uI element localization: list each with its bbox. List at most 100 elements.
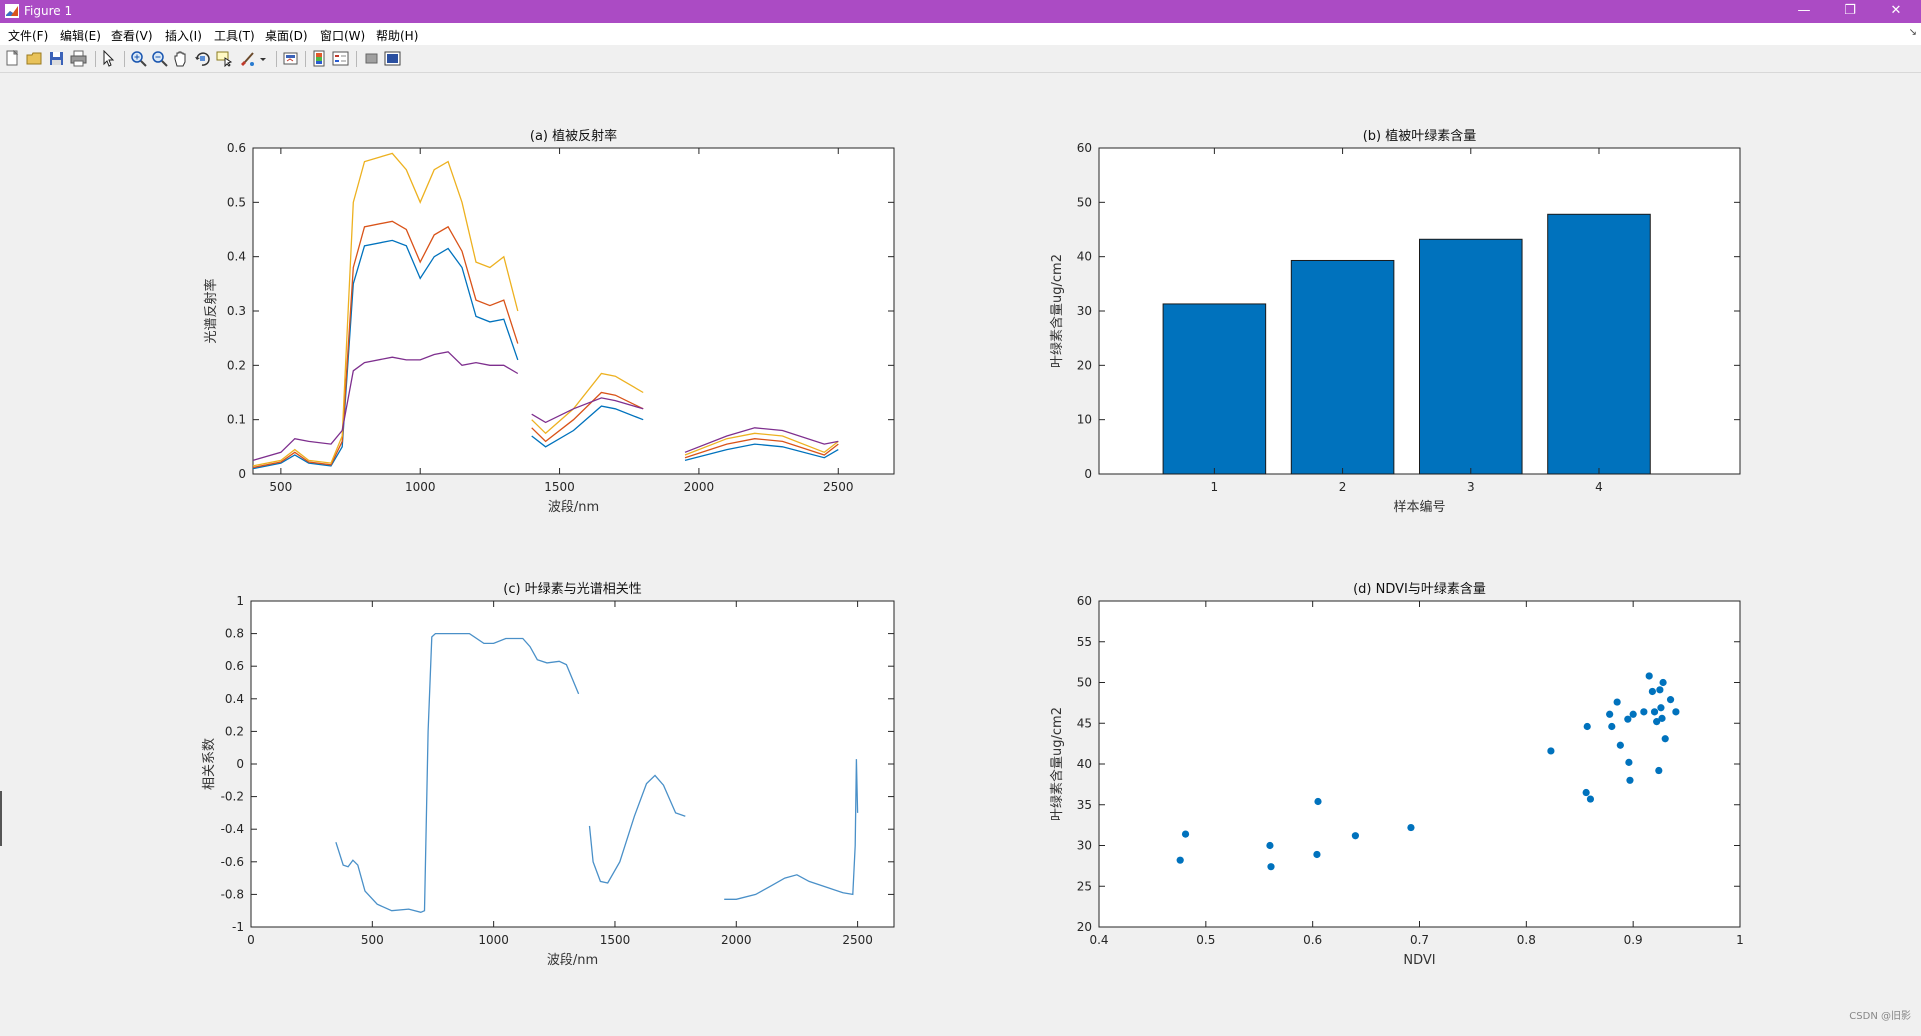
scatter-point <box>1656 686 1664 694</box>
toolbar-separator <box>305 51 306 67</box>
menu-help[interactable]: 帮助(H) <box>376 29 419 43</box>
menu-view[interactable]: 查看(V) <box>111 29 153 43</box>
y-tick-label: -0.6 <box>221 855 244 869</box>
x-tick-label: 0 <box>247 933 255 947</box>
chart-title: (d) NDVI与叶绿素含量 <box>1353 581 1486 597</box>
restore-icon: ❐ <box>1844 3 1856 18</box>
bar-sample-2 <box>1290 259 1395 475</box>
menu-window[interactable]: 窗口(W) <box>320 29 366 43</box>
x-tick-label: 2 <box>1339 480 1347 494</box>
bar-sample-4 <box>1547 213 1651 475</box>
scatter-point <box>1181 830 1190 838</box>
correlation-line <box>335 632 580 913</box>
link-plot-icon[interactable] <box>282 50 299 67</box>
correlation-line <box>588 774 686 884</box>
y-tick-label: 45 <box>1077 716 1092 730</box>
menu-edit[interactable]: 编辑(E) <box>60 29 101 43</box>
zoom-in-icon[interactable] <box>130 50 147 67</box>
x-tick-label: 1500 <box>600 933 631 947</box>
scatter-point <box>1626 776 1634 784</box>
y-tick-label: 50 <box>1077 676 1092 690</box>
y-tick-label: 0 <box>1084 467 1092 481</box>
scatter-point <box>1625 758 1633 766</box>
y-axis-label: 叶绿素含量ug/cm2 <box>1049 254 1065 368</box>
scatter-point <box>1313 850 1321 859</box>
scatter-point <box>1267 863 1275 871</box>
brush-dropdown-icon[interactable] <box>258 50 268 67</box>
reflectance-line-4 <box>684 427 839 453</box>
figure-toolbar <box>0 46 1921 73</box>
y-tick-label: 35 <box>1077 798 1092 812</box>
y-tick-label: 60 <box>1077 594 1092 608</box>
menu-desktop[interactable]: 桌面(D) <box>265 29 308 43</box>
scatter-point <box>1176 856 1184 864</box>
chart-title: (a) 植被反射率 <box>530 128 617 144</box>
dock-figure-icon[interactable]: ↘ <box>1908 27 1917 38</box>
show-plot-tools-icon[interactable] <box>384 50 401 67</box>
minimize-button[interactable]: — <box>1781 0 1827 23</box>
menu-tools[interactable]: 工具(T) <box>214 29 255 43</box>
zoom-out-icon[interactable] <box>151 50 168 67</box>
reflectance-line-2 <box>531 391 644 443</box>
reflectance-line-1 <box>252 239 519 470</box>
axes-ndvi-scatter[interactable]: (d) NDVI与叶绿素含量 NDVI 叶绿素含量ug/cm2 0.4 0.5 0.6 0.… <box>1049 581 1744 968</box>
y-tick-label: 0.8 <box>225 627 244 641</box>
save-icon[interactable] <box>48 50 65 67</box>
x-axis-label: NDVI <box>1403 953 1435 968</box>
new-figure-icon[interactable] <box>4 50 21 67</box>
x-tick-label: 500 <box>361 933 384 947</box>
scatter-point <box>1583 722 1591 731</box>
scatter-point <box>1657 704 1665 712</box>
rotate-3d-icon[interactable] <box>194 50 211 67</box>
y-tick-label: 0.2 <box>225 724 244 738</box>
close-button[interactable]: ✕ <box>1873 0 1919 23</box>
x-tick-label: 2500 <box>842 933 873 947</box>
x-tick-label: 500 <box>269 480 292 494</box>
brush-icon[interactable] <box>238 50 255 67</box>
scatter-point <box>1613 698 1621 706</box>
y-axis-label: 相关系数 <box>202 738 217 790</box>
window-resize-edge[interactable] <box>0 791 2 846</box>
scatter-point <box>1624 715 1632 723</box>
window-title: Figure 1 <box>24 4 73 18</box>
reflectance-line-2 <box>684 438 839 459</box>
edit-plot-icon[interactable] <box>100 50 117 67</box>
data-cursor-icon[interactable] <box>216 50 233 67</box>
scatter-point <box>1547 747 1555 755</box>
matlab-logo-icon <box>5 4 19 18</box>
scatter-point <box>1661 735 1669 743</box>
pan-icon[interactable] <box>172 50 189 67</box>
scatter-point <box>1629 710 1637 718</box>
x-tick-label: 0.4 <box>1089 933 1108 947</box>
y-tick-label: -0.8 <box>221 887 244 901</box>
y-tick-label: 0 <box>238 467 246 481</box>
figure-canvas: (a) 植被反射率 波段/nm 光谱反射率 500 1000 1500 2000 2500 0 0… <box>0 73 1921 1032</box>
hide-plot-tools-icon[interactable] <box>363 50 380 67</box>
x-tick-label: 2000 <box>684 480 715 494</box>
print-icon[interactable] <box>70 50 87 67</box>
menu-insert[interactable]: 插入(I) <box>165 29 202 43</box>
menu-file[interactable]: 文件(F) <box>8 29 49 43</box>
open-file-icon[interactable] <box>26 50 43 67</box>
x-axis-label: 波段/nm <box>548 500 599 515</box>
scatter-point <box>1616 741 1624 749</box>
minimize-icon: — <box>1797 3 1811 18</box>
y-tick-label: 0.6 <box>225 659 244 673</box>
x-tick-label: 0.7 <box>1410 933 1429 947</box>
reflectance-line-2 <box>252 220 519 469</box>
scatter-point <box>1608 722 1616 731</box>
x-tick-label: 2000 <box>721 933 752 947</box>
y-tick-label: 20 <box>1077 920 1092 934</box>
colorbar-icon[interactable] <box>311 50 328 67</box>
chart-title: (c) 叶绿素与光谱相关性 <box>503 582 641 597</box>
bar-sample-3 <box>1419 238 1523 475</box>
scatter-point <box>1655 766 1663 775</box>
restore-button[interactable]: ❐ <box>1827 0 1873 23</box>
axes-background <box>252 147 895 475</box>
scatter-point <box>1606 710 1614 718</box>
legend-icon[interactable] <box>332 50 349 67</box>
